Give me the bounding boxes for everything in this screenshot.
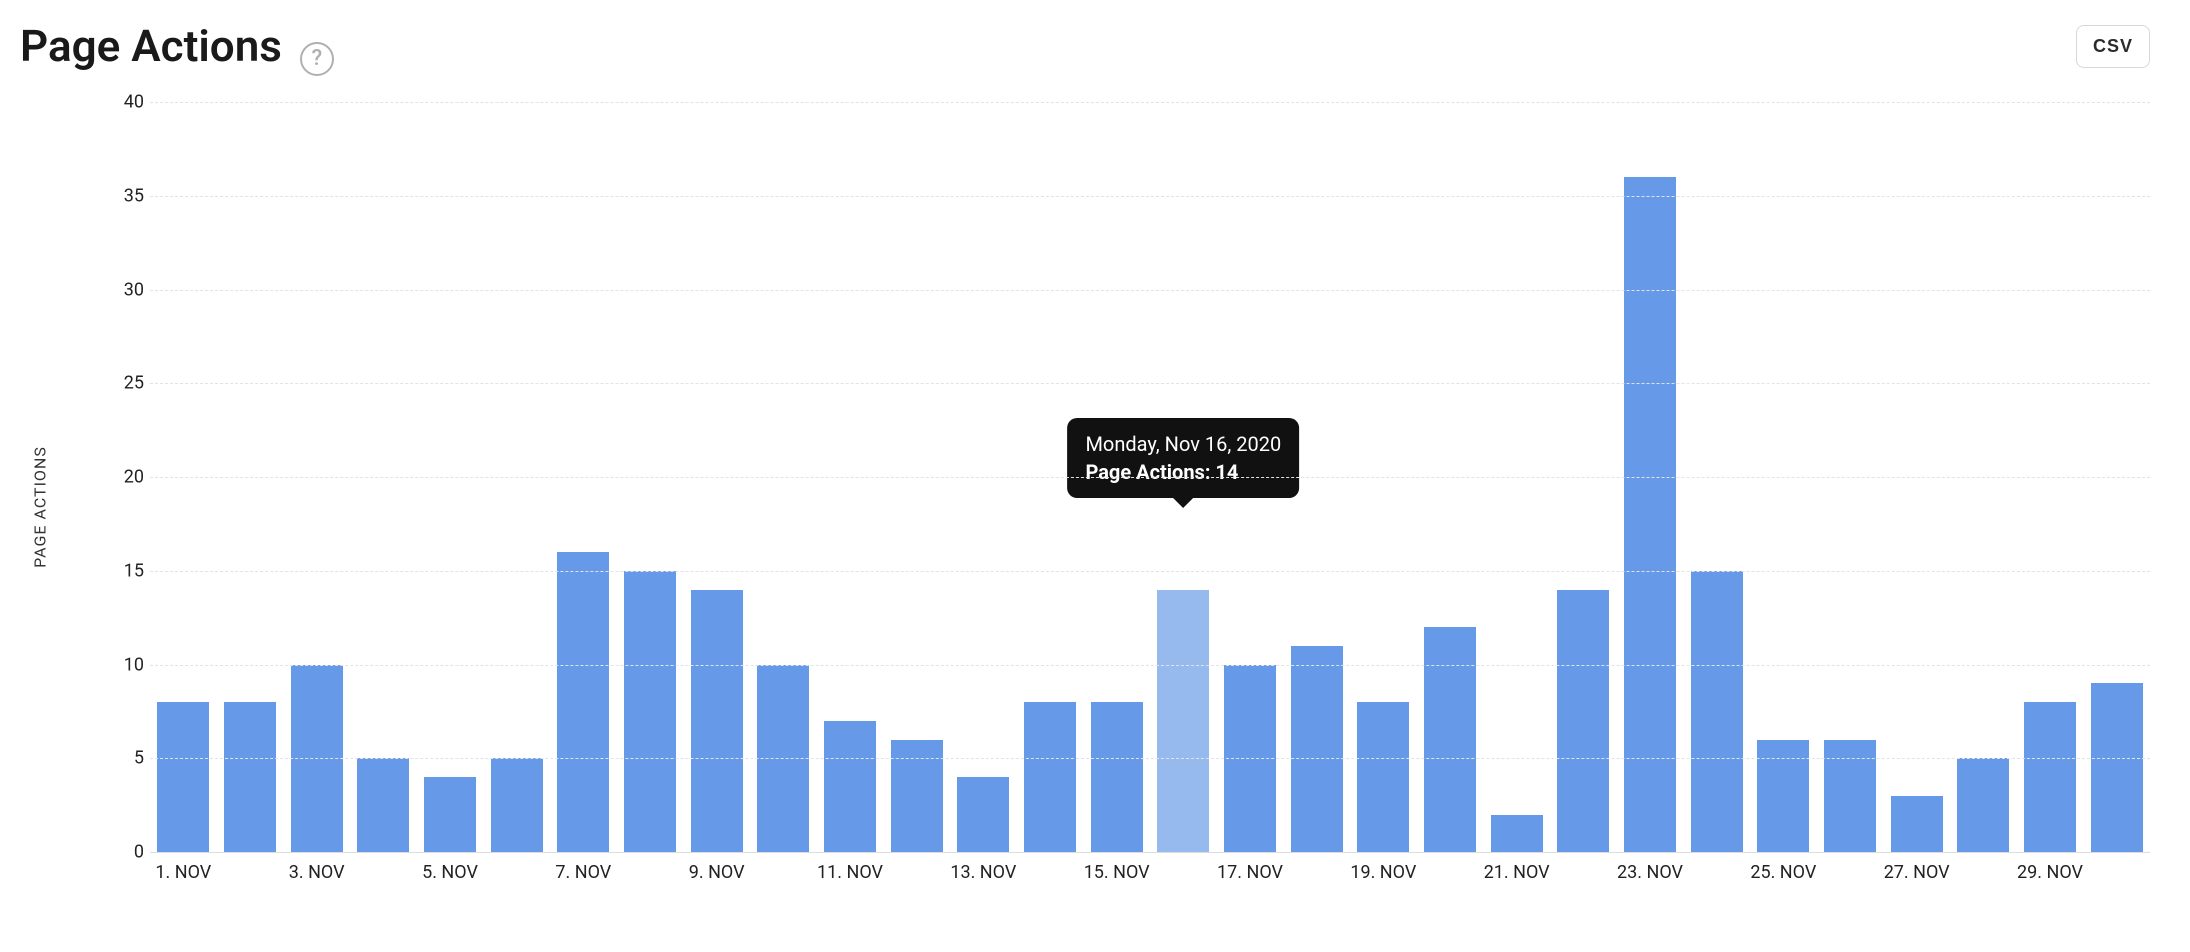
x-tick-label: 11. NOV [817, 862, 883, 883]
chart-bar[interactable] [957, 777, 1009, 852]
chart-bar[interactable] [1824, 740, 1876, 853]
x-tick-label: 7. NOV [555, 862, 611, 883]
export-csv-button[interactable]: CSV [2076, 25, 2150, 68]
chart-area: PAGE ACTIONS Monday, Nov 16, 2020 Page A… [20, 102, 2150, 912]
chart-plot[interactable]: Monday, Nov 16, 2020 Page Actions: 14 05… [150, 102, 2150, 852]
title-wrap: Page Actions ? [20, 20, 334, 72]
y-tick-label: 40 [110, 92, 144, 113]
help-icon-glyph: ? [312, 46, 323, 71]
chart-bar[interactable] [2091, 683, 2143, 852]
chart-bar[interactable] [491, 758, 543, 852]
chart-bar[interactable] [891, 740, 943, 853]
grid-line [150, 852, 2150, 853]
y-tick-label: 5 [110, 748, 144, 769]
page-root: Page Actions ? CSV PAGE ACTIONS Monday, … [0, 0, 2190, 952]
x-tick-label: 29. NOV [2017, 862, 2083, 883]
y-tick-label: 15 [110, 560, 144, 581]
grid-line [150, 571, 2150, 572]
y-axis-label: PAGE ACTIONS [31, 446, 50, 568]
grid-line [150, 102, 2150, 103]
chart-bar[interactable] [157, 702, 209, 852]
chart-bar[interactable] [1024, 702, 1076, 852]
page-title: Page Actions [20, 20, 282, 72]
chart-bar[interactable] [1491, 815, 1543, 853]
chart-bar[interactable] [1757, 740, 1809, 853]
chart-bar[interactable] [1157, 590, 1209, 853]
chart-bar[interactable] [1891, 796, 1943, 852]
chart-bar[interactable] [1624, 177, 1676, 852]
chart-bar[interactable] [1557, 590, 1609, 853]
chart-bar[interactable] [424, 777, 476, 852]
y-tick-label: 25 [110, 373, 144, 394]
y-tick-label: 10 [110, 654, 144, 675]
chart-header: Page Actions ? CSV [20, 20, 2150, 72]
y-tick-label: 35 [110, 185, 144, 206]
plot-wrap: Monday, Nov 16, 2020 Page Actions: 14 05… [110, 102, 2150, 852]
grid-line [150, 758, 2150, 759]
chart-bar[interactable] [824, 721, 876, 852]
x-tick-label: 27. NOV [1884, 862, 1950, 883]
x-tick-label: 17. NOV [1217, 862, 1283, 883]
y-tick-label: 0 [110, 842, 144, 863]
chart-bar[interactable] [1957, 758, 2009, 852]
grid-line [150, 477, 2150, 478]
chart-bar[interactable] [357, 758, 409, 852]
chart-bar[interactable] [1291, 646, 1343, 852]
grid-line [150, 383, 2150, 384]
chart-bar[interactable] [1424, 627, 1476, 852]
x-tick-label: 13. NOV [950, 862, 1016, 883]
grid-line [150, 665, 2150, 666]
x-tick-label: 19. NOV [1350, 862, 1416, 883]
grid-line [150, 196, 2150, 197]
grid-line [150, 290, 2150, 291]
chart-bar[interactable] [2024, 702, 2076, 852]
x-tick-label: 3. NOV [289, 862, 345, 883]
x-tick-label: 23. NOV [1617, 862, 1683, 883]
x-tick-label: 9. NOV [689, 862, 745, 883]
y-tick-label: 30 [110, 279, 144, 300]
y-tick-label: 20 [110, 467, 144, 488]
x-axis-labels: 1. NOV 3. NOV 5. NOV 7. NOV 9. NOV 11. NOV 13.… [150, 862, 2150, 892]
chart-bar[interactable] [624, 571, 676, 852]
chart-bar[interactable] [557, 552, 609, 852]
chart-bar[interactable] [691, 590, 743, 853]
x-tick-label: 15. NOV [1084, 862, 1150, 883]
x-tick-label: 1. NOV [155, 862, 211, 883]
help-icon[interactable]: ? [300, 42, 334, 76]
x-tick-label: 25. NOV [1750, 862, 1816, 883]
chart-bar[interactable] [1691, 571, 1743, 852]
chart-bar[interactable] [224, 702, 276, 852]
x-tick-label: 5. NOV [422, 862, 478, 883]
chart-bar[interactable] [1091, 702, 1143, 852]
chart-bar[interactable] [1357, 702, 1409, 852]
x-tick-label: 21. NOV [1484, 862, 1550, 883]
